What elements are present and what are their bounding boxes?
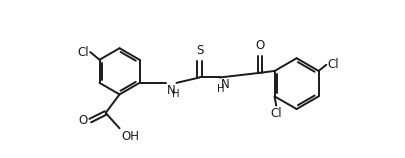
Text: Cl: Cl [327,58,339,71]
Text: O: O [254,39,264,52]
Text: OH: OH [121,130,139,143]
Text: Cl: Cl [270,107,281,120]
Text: H: H [171,89,179,99]
Text: S: S [196,44,203,57]
Text: Cl: Cl [77,46,89,59]
Text: N: N [166,84,175,97]
Text: H: H [216,84,224,94]
Text: O: O [78,114,87,127]
Text: N: N [220,78,229,91]
